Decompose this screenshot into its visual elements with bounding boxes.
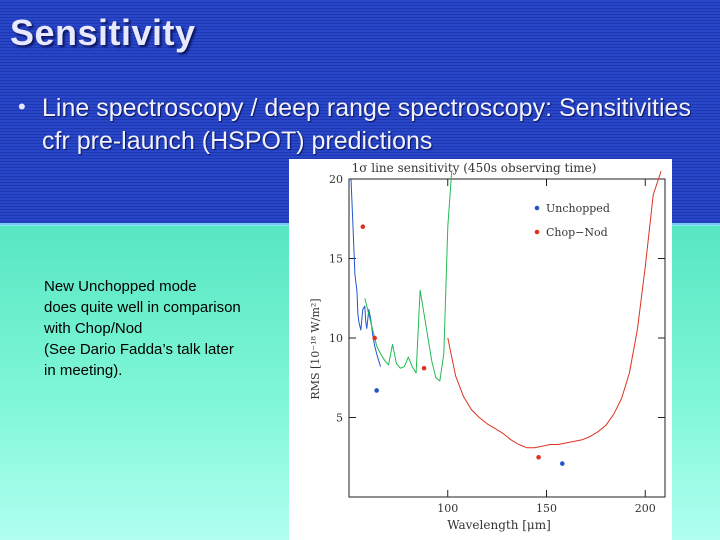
data-point bbox=[372, 335, 377, 341]
y-axis-label: RMS [10⁻¹⁸ W/m²] bbox=[309, 298, 322, 399]
legend-entry: Unchopped bbox=[546, 202, 610, 215]
data-point bbox=[360, 224, 366, 229]
bullet-text: Line spectroscopy / deep range spectrosc… bbox=[42, 94, 691, 155]
note-text: New Unchopped mode does quite well in co… bbox=[44, 276, 289, 381]
y-tick-label: 10 bbox=[329, 332, 343, 345]
series-line-red-line bbox=[447, 170, 662, 449]
data-point bbox=[421, 365, 427, 371]
chart-title: 1σ line sensitivity (450s observing time… bbox=[352, 161, 597, 175]
data-point bbox=[536, 454, 541, 460]
slide-title: Sensitivity bbox=[10, 12, 196, 53]
y-tick-label: 15 bbox=[329, 253, 343, 266]
chart-svg: 1σ line sensitivity (450s observing time… bbox=[309, 161, 666, 532]
note-line: (See Dario Fadda’s talk later bbox=[44, 341, 234, 358]
note-line: does quite well in comparison bbox=[44, 299, 241, 316]
legend-entry: Chop−Nod bbox=[546, 226, 608, 239]
y-tick-label: 5 bbox=[336, 412, 343, 425]
data-point bbox=[374, 388, 379, 393]
series-line-green-line bbox=[364, 171, 453, 382]
note-line: New Unchopped mode bbox=[44, 278, 197, 295]
x-axis-label: Wavelength [μm] bbox=[447, 518, 551, 532]
series-line-blue-line bbox=[350, 178, 382, 367]
bullet-item: • Line spectroscopy / deep range spectro… bbox=[18, 92, 718, 158]
x-tick-label: 200 bbox=[635, 502, 656, 515]
note-line: in meeting). bbox=[44, 362, 123, 379]
x-tick-label: 150 bbox=[536, 502, 557, 515]
data-point bbox=[560, 461, 565, 466]
sensitivity-chart: 1σ line sensitivity (450s observing time… bbox=[289, 159, 672, 540]
legend-marker bbox=[534, 205, 540, 211]
y-tick-label: 20 bbox=[329, 173, 343, 186]
legend-marker bbox=[534, 229, 540, 235]
note-line: with Chop/Nod bbox=[44, 320, 143, 337]
x-tick-label: 100 bbox=[437, 502, 458, 515]
bullet-dot-icon: • bbox=[18, 94, 26, 119]
plot-frame bbox=[348, 178, 666, 498]
